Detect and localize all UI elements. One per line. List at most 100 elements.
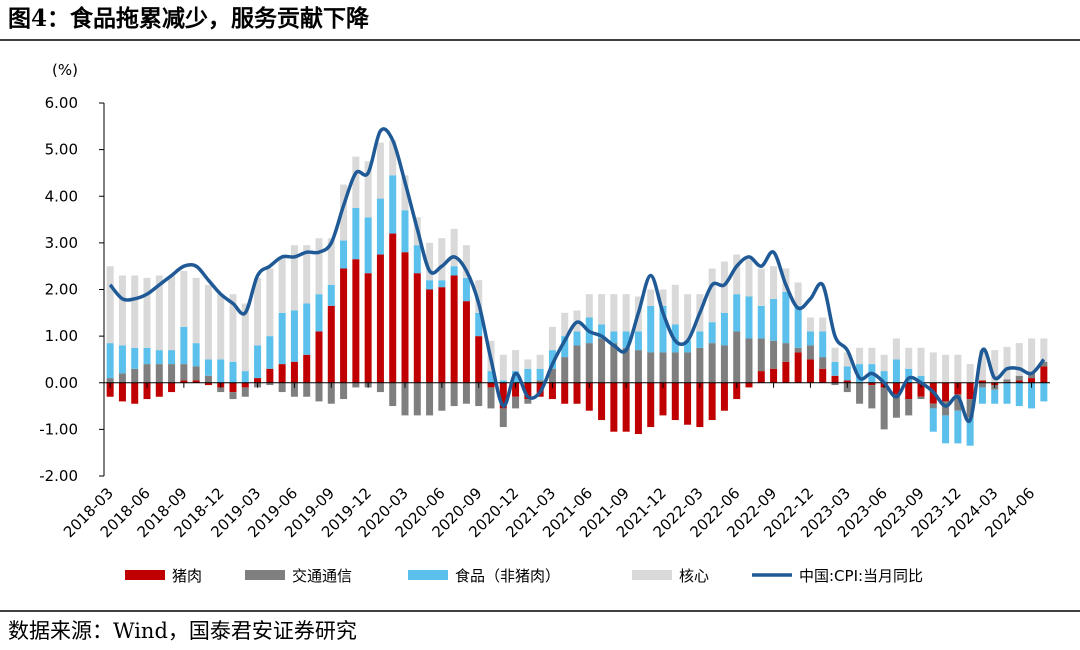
bar	[770, 298, 778, 341]
bar	[290, 310, 298, 362]
bar	[905, 347, 913, 369]
bar	[450, 382, 458, 407]
bar	[364, 161, 372, 218]
bar	[929, 408, 937, 432]
bar	[819, 368, 827, 383]
bar	[757, 371, 765, 383]
bar	[241, 382, 249, 388]
bar	[917, 347, 925, 376]
bar	[978, 387, 986, 404]
bar	[831, 347, 839, 362]
bar	[757, 305, 765, 339]
bar	[954, 410, 962, 444]
bar	[426, 382, 434, 416]
bar	[438, 287, 446, 383]
bar	[757, 268, 765, 306]
bar	[499, 408, 507, 428]
bar	[819, 357, 827, 369]
bar	[880, 371, 888, 383]
bar	[782, 343, 790, 362]
bar	[389, 233, 397, 383]
bar	[708, 382, 716, 421]
bar	[696, 347, 704, 383]
bar	[106, 382, 114, 397]
bar	[598, 338, 606, 383]
bar	[180, 326, 188, 365]
bar	[634, 331, 642, 351]
bar	[585, 294, 593, 318]
y-tick-label: 2.00	[45, 281, 78, 299]
bar	[475, 280, 483, 313]
bar	[303, 303, 311, 355]
y-tick-label: 4.00	[45, 187, 78, 205]
bar	[733, 254, 741, 295]
bar	[806, 331, 814, 346]
bar	[942, 401, 950, 416]
bar	[659, 382, 667, 416]
bar	[794, 352, 802, 383]
bar	[131, 347, 139, 369]
bar	[180, 270, 188, 327]
bar	[168, 350, 176, 365]
bar	[880, 387, 888, 430]
bar	[622, 347, 630, 383]
bar	[647, 289, 655, 306]
bar	[659, 305, 667, 353]
chart-title: 图4：食品拖累减少，服务贡献下降	[8, 5, 370, 32]
bar	[757, 338, 765, 372]
legend-label: 核心	[679, 567, 709, 585]
bar	[868, 382, 876, 386]
bar	[696, 331, 704, 348]
bar	[131, 382, 139, 404]
bar	[241, 387, 249, 397]
bar	[389, 175, 397, 234]
bar	[806, 345, 814, 360]
bar	[315, 382, 323, 402]
bar	[942, 354, 950, 383]
bar	[659, 289, 667, 306]
bar	[794, 282, 802, 306]
bar	[143, 347, 151, 365]
bar	[168, 364, 176, 383]
bar	[254, 345, 262, 379]
bar	[426, 289, 434, 383]
bar	[892, 359, 900, 383]
bar	[1015, 380, 1023, 383]
bar	[745, 296, 753, 339]
bar	[942, 415, 950, 444]
bar	[548, 326, 556, 351]
bar	[733, 382, 741, 400]
bar	[647, 382, 655, 428]
bar	[561, 357, 569, 383]
bar	[340, 268, 348, 383]
bar	[487, 371, 495, 383]
bar	[266, 268, 274, 337]
bar	[499, 380, 507, 383]
bar	[352, 207, 360, 260]
bar	[585, 382, 593, 411]
bar	[1003, 346, 1011, 380]
bar	[217, 387, 225, 393]
bar	[364, 217, 372, 274]
bar	[843, 366, 851, 381]
bar	[389, 140, 397, 176]
bar	[143, 382, 151, 400]
bar	[1028, 338, 1036, 374]
bar	[548, 368, 556, 383]
bar	[720, 261, 728, 313]
bar	[168, 275, 176, 351]
bar	[192, 380, 200, 383]
bar	[868, 347, 876, 365]
bar	[905, 368, 913, 383]
legend-label: 中国:CPI:当月同比	[799, 567, 923, 585]
bar	[819, 317, 827, 332]
bar	[892, 338, 900, 360]
bar	[241, 371, 249, 383]
bar	[1040, 338, 1048, 362]
bar	[610, 343, 618, 383]
bar	[573, 331, 581, 346]
bar	[192, 277, 200, 344]
bar	[622, 382, 630, 432]
bar	[991, 389, 999, 404]
bar	[290, 245, 298, 311]
